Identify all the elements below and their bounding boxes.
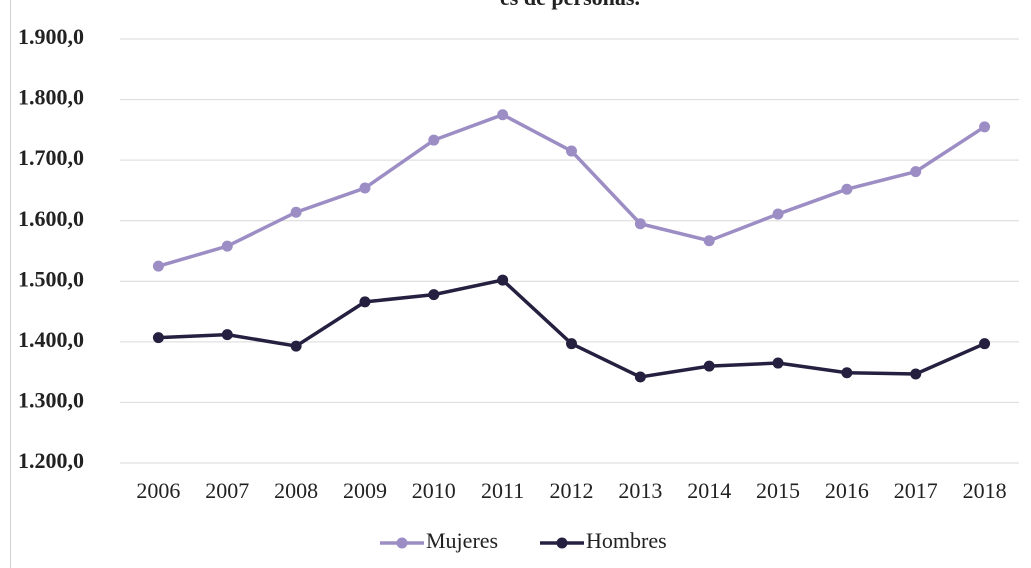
data-point: [703, 360, 715, 372]
data-point: [910, 368, 922, 380]
data-point: [497, 109, 509, 121]
data-point: [428, 289, 440, 301]
data-point: [290, 206, 302, 218]
data-point: [979, 121, 991, 133]
x-tick-label: 2017: [894, 478, 938, 503]
x-tick-label: 2014: [687, 478, 731, 503]
x-tick-label: 2006: [136, 478, 180, 503]
x-tick-label: 2018: [963, 478, 1007, 503]
y-tick-label: 1.700,0: [18, 145, 84, 170]
data-point: [290, 340, 302, 352]
data-point: [428, 134, 440, 146]
y-tick-label: 1.600,0: [18, 206, 84, 231]
y-tick-label: 1.300,0: [18, 387, 84, 412]
data-point: [566, 145, 577, 157]
data-point: [152, 332, 164, 344]
legend-label: Mujeres: [426, 528, 498, 553]
legend-marker: [556, 537, 568, 549]
data-point: [841, 367, 853, 379]
data-point: [772, 208, 784, 220]
legend-marker: [396, 537, 408, 549]
y-tick-label: 1.800,0: [18, 85, 84, 110]
x-tick-label: 2009: [343, 478, 387, 503]
legend-label: Hombres: [586, 528, 667, 553]
y-tick-label: 1.500,0: [18, 266, 84, 291]
data-point: [497, 274, 509, 286]
data-point: [910, 166, 922, 178]
chart-title: es de personas.: [500, 0, 640, 10]
data-point: [221, 329, 233, 341]
x-tick-label: 2008: [274, 478, 318, 503]
data-point: [221, 240, 233, 252]
data-point: [634, 371, 646, 383]
data-point: [634, 218, 646, 230]
x-tick-label: 2010: [412, 478, 456, 503]
data-point: [772, 357, 784, 369]
x-tick-label: 2015: [756, 478, 800, 503]
x-tick-label: 2011: [481, 478, 524, 503]
y-tick-label: 1.900,0: [18, 24, 84, 49]
x-tick-label: 2012: [550, 478, 594, 503]
x-tick-label: 2013: [618, 478, 662, 503]
data-point: [979, 338, 991, 350]
data-point: [152, 260, 164, 272]
data-point: [841, 183, 853, 195]
data-point: [566, 338, 577, 350]
y-tick-label: 1.400,0: [18, 327, 84, 352]
x-tick-label: 2016: [825, 478, 869, 503]
data-point: [703, 235, 715, 247]
y-tick-label: 1.200,0: [18, 448, 84, 473]
data-point: [359, 182, 371, 194]
x-tick-label: 2007: [205, 478, 249, 503]
data-point: [359, 296, 371, 308]
chart-frame: [10, 0, 1031, 568]
